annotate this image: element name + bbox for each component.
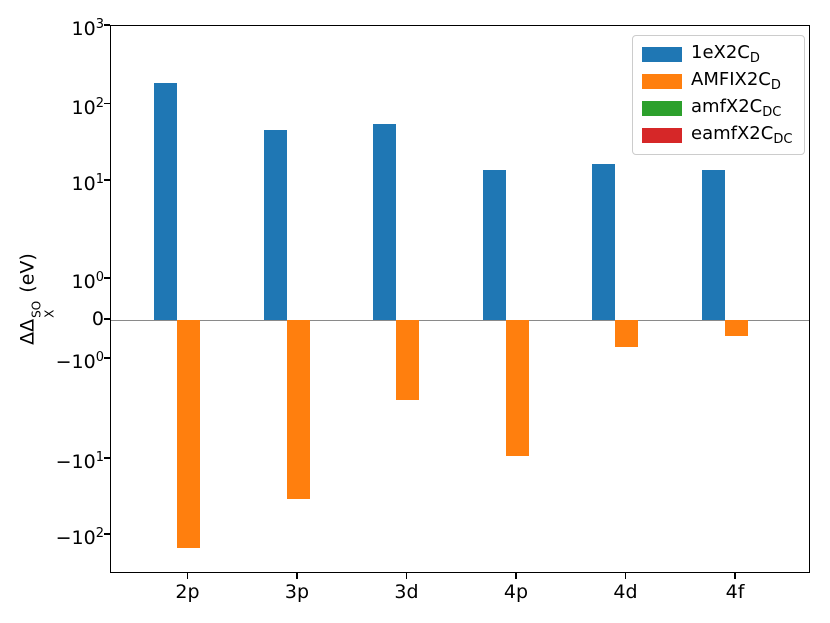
y-tick-mark xyxy=(104,277,110,279)
y-tick-exponent: 0 xyxy=(95,350,104,365)
y-tick-exponent: 1 xyxy=(95,172,104,187)
bar-AMFIX2C-4d xyxy=(615,320,638,348)
x-tick-label-4f: 4f xyxy=(725,581,745,603)
bar-1eX2C-3d xyxy=(373,123,396,320)
legend-item-1eX2C: 1eX2CD xyxy=(642,44,795,65)
legend-swatch-amfX2C xyxy=(642,101,682,116)
y-tick-exponent: 1 xyxy=(95,450,104,465)
bar-1eX2C-3p xyxy=(263,130,287,320)
x-tick-mark xyxy=(186,573,189,579)
legend-swatch-AMFIX2C xyxy=(642,74,682,89)
legend-swatch-eamfX2C xyxy=(642,128,682,143)
y-tick-label: 103 xyxy=(71,17,104,40)
legend-label-amfX2C: amfX2CDC xyxy=(691,96,782,120)
y-tick-mark xyxy=(104,318,110,320)
x-tick-mark xyxy=(296,573,298,579)
y-tick-exponent: 2 xyxy=(95,95,104,111)
y-tick-label: −100 xyxy=(55,350,104,373)
legend-item-eamfX2C: eamfX2CDC xyxy=(642,125,795,146)
x-tick-label-2p: 2p xyxy=(175,581,200,603)
bar-1eX2C-4d xyxy=(592,164,615,320)
legend-label-AMFIX2C: AMFIX2CD xyxy=(691,69,781,93)
y-axis-label-prefix: ΔΔ xyxy=(16,318,39,345)
y-tick-label: −102 xyxy=(55,526,104,549)
y-tick-exponent: 3 xyxy=(95,17,104,32)
y-axis-label-suffix: (eV) xyxy=(16,253,39,299)
y-tick-exponent: 0 xyxy=(95,270,104,285)
x-tick-label-4d: 4d xyxy=(613,581,638,603)
bar-AMFIX2C-4p xyxy=(505,320,529,457)
bar-AMFIX2C-3d xyxy=(396,320,419,401)
bar-AMFIX2C-3p xyxy=(286,320,310,500)
y-tick-mark xyxy=(104,457,110,459)
legend-label-subscript: DC xyxy=(773,132,793,147)
zero-baseline xyxy=(111,319,809,321)
legend-swatch-1eX2C xyxy=(642,47,682,62)
y-tick-mark xyxy=(104,357,110,359)
y-tick-label: −101 xyxy=(55,450,104,473)
bar-AMFIX2C-4f xyxy=(724,320,748,336)
bar-1eX2C-2p xyxy=(154,82,177,320)
legend-label-1eX2C: 1eX2CD xyxy=(691,42,760,66)
x-tick-mark xyxy=(624,573,627,579)
y-tick-exponent: 2 xyxy=(95,526,104,541)
bar-1eX2C-4f xyxy=(701,169,725,320)
y-tick-label: 102 xyxy=(71,95,104,119)
bar-AMFIX2C-2p xyxy=(177,320,200,548)
x-tick-label-4p: 4p xyxy=(503,581,529,603)
x-tick-mark xyxy=(515,573,517,579)
legend-item-AMFIX2C: AMFIX2CD xyxy=(642,71,795,92)
legend-label-subscript: DC xyxy=(762,105,782,120)
y-tick-label: 100 xyxy=(71,270,104,293)
y-tick-label: 0 xyxy=(91,308,104,330)
legend-label-subscript: D xyxy=(749,51,760,66)
y-tick-mark xyxy=(104,533,110,535)
y-tick-mark xyxy=(104,179,110,181)
bar-1eX2C-4p xyxy=(482,169,506,320)
y-tick-mark xyxy=(104,24,110,26)
x-tick-mark xyxy=(734,573,736,579)
legend-item-amfX2C: amfX2CDC xyxy=(642,98,795,119)
y-tick-label: 101 xyxy=(71,172,104,195)
x-tick-label-3d: 3d xyxy=(394,581,419,603)
x-tick-mark xyxy=(405,573,408,579)
y-tick-mark xyxy=(104,102,110,105)
plot-area: 1eX2CD AMFIX2CD amfX2CDC eamfX2CDC xyxy=(110,25,810,573)
x-tick-label-3p: 3p xyxy=(284,581,310,603)
legend-label-eamfX2C: eamfX2CDC xyxy=(691,123,793,147)
legend-label-subscript: D xyxy=(770,78,781,93)
legend: 1eX2CD AMFIX2CD amfX2CDC eamfX2CDC xyxy=(632,35,805,155)
